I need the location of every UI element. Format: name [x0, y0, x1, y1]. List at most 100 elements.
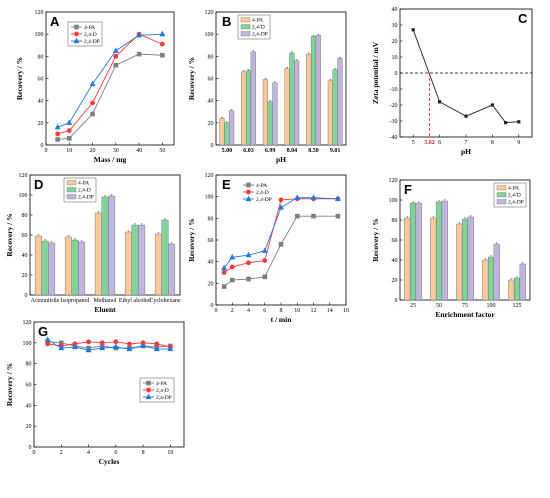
panel-f: 0 20 40 60 80 100 120 25 50 75 100 125 Enrichment fa… — [371, 178, 531, 319]
x-tick-label: 4 — [87, 450, 90, 456]
data-point — [160, 52, 165, 58]
plot-frame — [45, 11, 175, 146]
y-tick-label: 20 — [22, 273, 28, 279]
bar — [310, 36, 317, 146]
bar — [409, 202, 417, 301]
y-tick-label: 60 — [208, 77, 214, 83]
legend-label: 2,4-D — [78, 188, 91, 194]
data-point — [90, 111, 95, 117]
x-tick-label: 6 — [263, 308, 266, 314]
y-tick-label: 0 — [29, 445, 32, 451]
y-tick-label: 20 — [38, 121, 44, 127]
data-point — [221, 264, 228, 271]
series-line — [57, 33, 163, 128]
data-point — [86, 339, 91, 345]
data-point — [411, 28, 415, 32]
data-point — [44, 336, 51, 342]
x-tick-label: 10 — [66, 148, 72, 154]
legend-label: 2,4-DP — [252, 32, 268, 38]
bar — [131, 224, 139, 296]
bar — [435, 201, 443, 301]
y-tick-label: 60 — [208, 238, 214, 244]
legend-label: 2,4-D — [508, 193, 521, 199]
bar — [101, 196, 109, 296]
y-tick-label: 40 — [208, 99, 214, 105]
y-tick-label: 0 — [211, 143, 214, 149]
bar — [124, 231, 132, 296]
y-tick-label: 80 — [392, 218, 398, 224]
isoelectric-label: 5.62 — [424, 140, 435, 146]
x-axis-label: pH — [461, 147, 471, 156]
data-point — [278, 197, 284, 203]
y-tick-label: 80 — [26, 362, 32, 368]
x-axis-label: Eluent — [94, 305, 116, 314]
y-axis-label: Recovery / % — [187, 57, 196, 100]
y-tick-label: -40 — [390, 135, 398, 141]
y-tick-label: -20 — [390, 103, 398, 109]
series-line — [223, 198, 338, 273]
series-line — [47, 341, 171, 348]
y-tick-label: 0 — [211, 303, 214, 309]
bar — [513, 277, 521, 301]
y-tick-label: 60 — [38, 77, 44, 83]
bar — [168, 243, 176, 296]
bar — [306, 53, 312, 146]
series-line — [223, 197, 338, 269]
x-tick-label: 9.01 — [330, 148, 341, 154]
x-axis-label: Cycles — [99, 457, 120, 466]
bar — [461, 218, 469, 301]
x-tick-label: 100 — [487, 303, 496, 309]
bar — [441, 200, 448, 301]
data-point — [159, 41, 165, 47]
bar — [154, 233, 162, 296]
data-point — [90, 100, 95, 106]
bar — [71, 239, 79, 296]
bar — [332, 69, 338, 146]
x-tick-label: Methanol — [94, 298, 117, 304]
legend-marker — [246, 189, 251, 195]
data-point — [229, 264, 235, 270]
x-tick-label: 8 — [280, 308, 283, 314]
bar — [94, 212, 102, 296]
bar — [108, 195, 116, 296]
data-point — [294, 194, 301, 200]
data-point — [262, 274, 268, 280]
bar — [284, 68, 290, 146]
y-tick-label: 60 — [392, 238, 398, 244]
legend-swatch — [66, 194, 77, 200]
data-point — [229, 253, 236, 260]
y-tick-label: 60 — [26, 383, 32, 389]
panel-letter: G — [38, 324, 48, 339]
y-tick-label: 40 — [38, 99, 44, 105]
panel-a: 0 20 40 60 80 100 120 0 10 20 30 40 50 Mass / mg Recov… — [15, 10, 175, 164]
bar — [245, 70, 252, 146]
panel-letter: D — [34, 177, 43, 192]
data-point — [229, 277, 235, 283]
data-point — [245, 251, 252, 258]
y-tick-label: 120 — [205, 173, 214, 179]
y-axis-label: Recovery / % — [5, 213, 14, 256]
y-tick-label: -30 — [390, 119, 398, 125]
data-point — [99, 340, 105, 346]
data-point — [221, 284, 227, 289]
data-point — [66, 119, 73, 125]
data-point — [311, 213, 316, 219]
x-tick-label: 50 — [436, 303, 442, 309]
panel-d: 0 20 40 60 80 100 120 Acetonitrile Isopropanol Me… — [5, 173, 181, 314]
data-point — [167, 345, 174, 352]
x-axis-label: pH — [276, 155, 286, 164]
y-tick-label: 100 — [19, 193, 28, 199]
y-tick-label: 120 — [35, 10, 44, 16]
bar — [241, 71, 247, 146]
panel-letter: B — [222, 14, 231, 29]
bar — [487, 256, 495, 301]
legend-label: 2,4-D — [84, 32, 97, 38]
data-point — [438, 100, 442, 104]
y-tick-label: 120 — [23, 320, 32, 326]
legend-marker — [246, 182, 251, 188]
data-point — [55, 131, 61, 137]
x-axis-label: Enrichment factor — [435, 310, 495, 319]
data-point — [335, 213, 341, 219]
x-tick-label: 8.04 — [287, 148, 298, 154]
